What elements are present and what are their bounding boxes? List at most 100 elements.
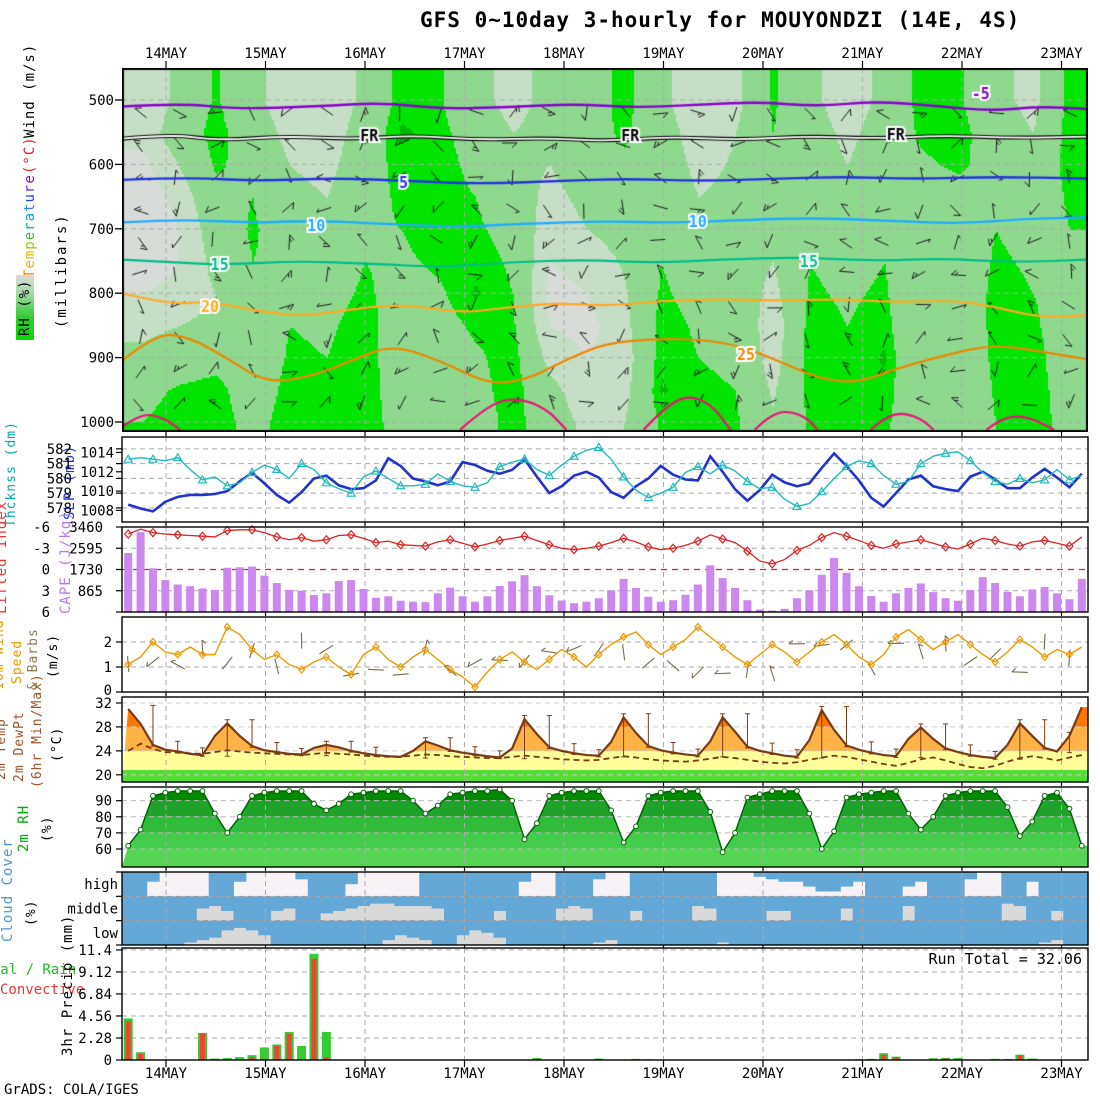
cloud-bar	[778, 920, 792, 945]
wind-speed-marker	[1016, 635, 1024, 644]
wind10m-barb	[392, 673, 409, 676]
precip-convective-bar	[534, 1058, 540, 1060]
cape-tick: 1730	[69, 563, 103, 579]
cloud-bar	[444, 920, 457, 945]
rh-marker	[335, 801, 342, 807]
cape-bar	[347, 580, 356, 612]
cape-bar	[409, 601, 418, 612]
wind10m-barb	[887, 639, 893, 645]
cape-bar	[297, 590, 306, 612]
rh-marker	[818, 846, 825, 852]
cloud-bar	[171, 896, 185, 921]
li-marker	[322, 534, 331, 545]
rh-marker	[694, 788, 701, 794]
cloud-bar	[988, 920, 1002, 945]
rh-marker	[273, 788, 280, 794]
cape-tick: 2595	[69, 541, 103, 557]
cloud-bar	[406, 896, 420, 907]
li-marker	[619, 533, 628, 544]
cloud-bar	[902, 920, 916, 945]
thickness-tick: 578	[47, 501, 72, 517]
rh-marker	[236, 813, 243, 820]
cape-bar	[892, 593, 901, 612]
cloud-bar	[976, 920, 990, 945]
cloud-bar	[530, 896, 544, 921]
wind-speed-marker	[793, 657, 801, 667]
temp-line	[127, 706, 1083, 760]
cloud-bar	[505, 920, 519, 945]
wind-speed-marker	[570, 652, 578, 662]
cloud-bar	[927, 896, 940, 921]
cloud-bar	[1001, 920, 1015, 945]
cloud-bar	[468, 872, 482, 897]
rh-marker	[855, 791, 862, 798]
date-label-bottom: 15MAY	[244, 1066, 287, 1082]
cape-bar	[1003, 591, 1012, 612]
cape-bar	[780, 608, 789, 612]
cloud-bar	[815, 920, 829, 945]
precip-convective-bar	[286, 1033, 292, 1060]
cloud-bar	[679, 872, 693, 897]
cloud-bar	[468, 896, 482, 921]
thickness-marker	[742, 476, 753, 485]
rh-marker	[707, 809, 714, 815]
cape-bar	[570, 603, 579, 612]
rh-marker	[620, 839, 627, 846]
wind10m-barb	[201, 639, 206, 644]
cloud-bar	[258, 896, 272, 921]
rh-marker	[434, 802, 441, 809]
cloud-bar	[815, 872, 829, 892]
li-marker	[396, 539, 405, 550]
panel-border	[121, 436, 1089, 523]
wind-speed-marker	[297, 665, 306, 674]
cloud-bar	[419, 920, 433, 941]
date-label-top: 18MAY	[543, 46, 586, 62]
li-marker	[1065, 541, 1074, 552]
cloud-bar	[666, 872, 680, 897]
rh-marker	[633, 823, 639, 830]
cloud-bar	[592, 896, 606, 921]
cloud-bar	[827, 896, 841, 921]
cloud-bar	[518, 872, 532, 882]
wind10m-barb	[813, 642, 818, 647]
cloud-bar	[444, 872, 457, 897]
rh-marker	[372, 788, 379, 794]
slp-tick: 1012	[80, 465, 114, 481]
cloud-bar	[852, 872, 866, 882]
wind-speed-marker	[223, 622, 232, 632]
thickness-marker	[668, 482, 679, 491]
cloud-bar	[283, 896, 296, 909]
cloud-bar	[295, 872, 309, 880]
cloud-bar	[877, 896, 891, 921]
li-marker	[966, 539, 975, 549]
cloud-bar	[927, 920, 940, 945]
li-marker	[123, 529, 133, 539]
cloud-bar	[307, 872, 321, 897]
cloud-bar	[1050, 872, 1064, 897]
date-label-top: 14MAY	[145, 46, 188, 62]
rh-marker	[571, 788, 577, 794]
li-marker	[198, 531, 207, 542]
pressure-tick: 900	[89, 351, 114, 367]
cape-bar	[557, 600, 566, 612]
thickness-marker	[1014, 473, 1025, 482]
li-marker	[544, 539, 554, 550]
cloud-bar	[481, 920, 495, 933]
rh-marker	[558, 789, 565, 796]
wind-speed-marker	[347, 670, 355, 679]
cloud-bar	[567, 872, 581, 897]
cloud-bar	[1038, 896, 1052, 921]
rh-marker	[211, 810, 218, 817]
rh-marker	[756, 791, 763, 798]
thickness-marker	[618, 471, 629, 481]
precip-total-bar	[1027, 1058, 1037, 1060]
wind10m-barb	[666, 660, 680, 672]
cape-bar	[607, 590, 616, 612]
cloud-bar	[134, 872, 148, 897]
wind-speed-marker	[768, 640, 776, 649]
cloud-bar	[270, 896, 284, 911]
cloud-bar	[629, 872, 643, 897]
cloud-bar	[927, 872, 940, 897]
cloud-bar	[233, 896, 247, 921]
cloud-bar	[1075, 896, 1089, 921]
